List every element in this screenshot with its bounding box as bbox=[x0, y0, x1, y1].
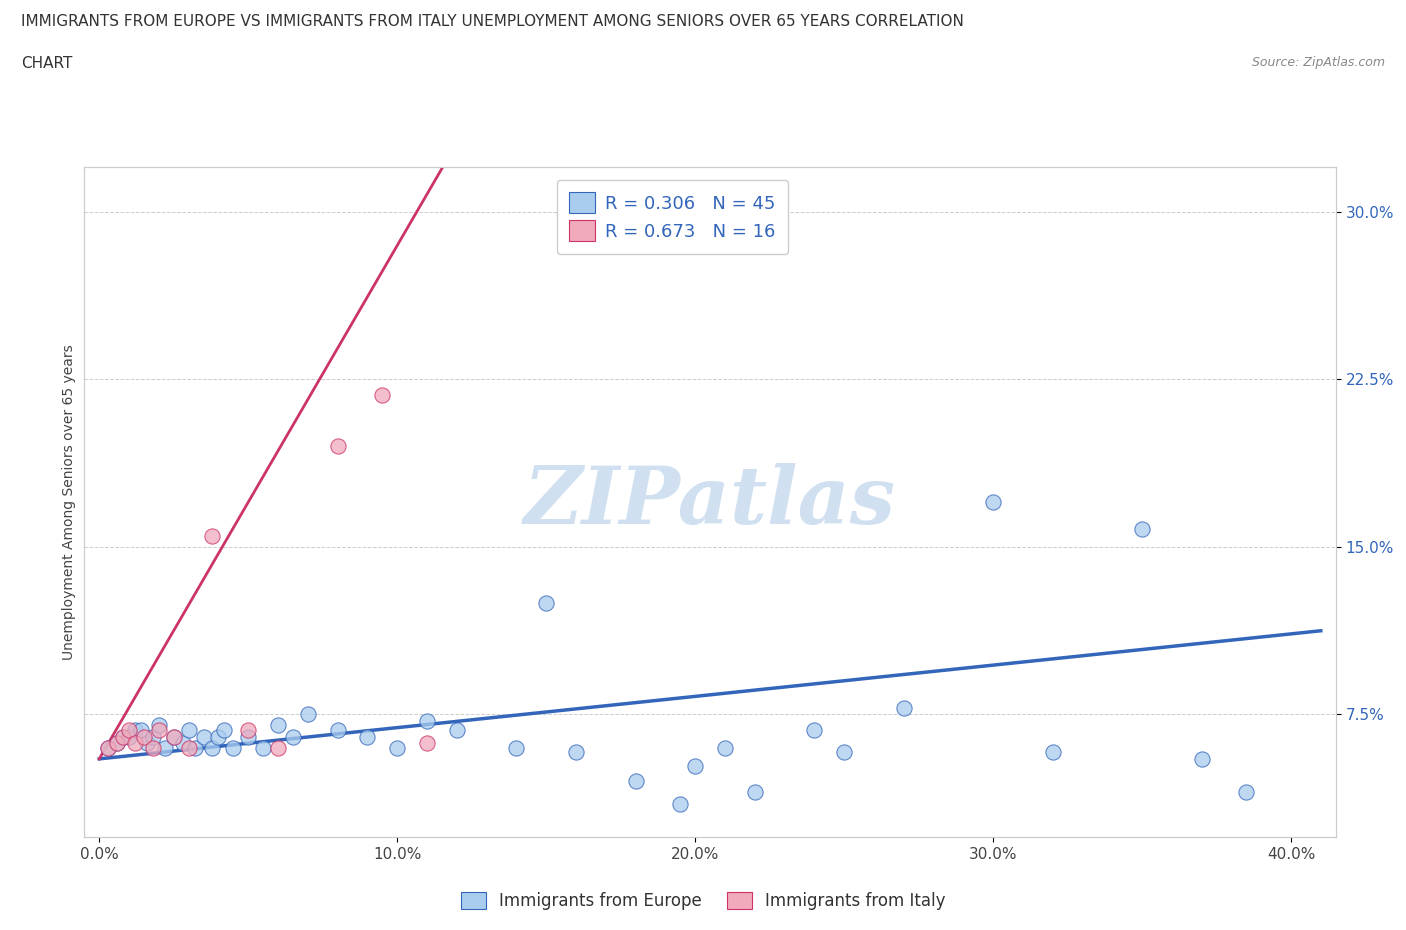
Legend: Immigrants from Europe, Immigrants from Italy: Immigrants from Europe, Immigrants from … bbox=[454, 885, 952, 917]
Point bbox=[416, 713, 439, 728]
Point bbox=[124, 723, 146, 737]
Text: Source: ZipAtlas.com: Source: ZipAtlas.com bbox=[1251, 56, 1385, 69]
Point bbox=[177, 740, 200, 755]
Point bbox=[803, 723, 825, 737]
Point bbox=[201, 740, 224, 755]
Point bbox=[297, 707, 319, 722]
Point bbox=[744, 785, 766, 800]
Point bbox=[371, 388, 394, 403]
Point bbox=[222, 740, 245, 755]
Point bbox=[267, 740, 290, 755]
Point bbox=[624, 774, 647, 789]
Point bbox=[177, 723, 200, 737]
Point bbox=[201, 528, 224, 543]
Point bbox=[714, 740, 737, 755]
Text: CHART: CHART bbox=[21, 56, 73, 71]
Point bbox=[118, 729, 141, 744]
Point bbox=[153, 740, 176, 755]
Point bbox=[1042, 745, 1064, 760]
Point bbox=[832, 745, 855, 760]
Point bbox=[132, 729, 155, 744]
Point bbox=[142, 740, 165, 755]
Point bbox=[505, 740, 527, 755]
Point bbox=[118, 723, 141, 737]
Point bbox=[129, 723, 152, 737]
Point bbox=[163, 729, 186, 744]
Text: IMMIGRANTS FROM EUROPE VS IMMIGRANTS FROM ITALY UNEMPLOYMENT AMONG SENIORS OVER : IMMIGRANTS FROM EUROPE VS IMMIGRANTS FRO… bbox=[21, 14, 965, 29]
Point bbox=[148, 723, 170, 737]
Point bbox=[142, 729, 165, 744]
Point bbox=[112, 729, 135, 744]
Point bbox=[1234, 785, 1257, 800]
Legend: R = 0.306   N = 45, R = 0.673   N = 16: R = 0.306 N = 45, R = 0.673 N = 16 bbox=[557, 179, 789, 254]
Point bbox=[981, 495, 1004, 510]
Point bbox=[136, 736, 159, 751]
Point bbox=[356, 729, 378, 744]
Point bbox=[1130, 522, 1153, 537]
Point bbox=[163, 729, 186, 744]
Point bbox=[326, 439, 349, 454]
Point bbox=[207, 729, 229, 744]
Point bbox=[238, 729, 260, 744]
Point bbox=[97, 740, 120, 755]
Point bbox=[112, 729, 135, 744]
Point bbox=[385, 740, 409, 755]
Point bbox=[238, 723, 260, 737]
Point bbox=[172, 736, 194, 751]
Point bbox=[105, 736, 128, 751]
Point bbox=[105, 736, 128, 751]
Point bbox=[1191, 751, 1213, 766]
Point bbox=[267, 718, 290, 733]
Point bbox=[416, 736, 439, 751]
Point bbox=[193, 729, 215, 744]
Point bbox=[97, 740, 120, 755]
Point bbox=[148, 718, 170, 733]
Point bbox=[565, 745, 588, 760]
Point bbox=[534, 595, 557, 610]
Point bbox=[214, 723, 236, 737]
Point bbox=[893, 700, 915, 715]
Point bbox=[252, 740, 274, 755]
Point bbox=[124, 736, 146, 751]
Text: ZIPatlas: ZIPatlas bbox=[524, 463, 896, 541]
Point bbox=[683, 758, 706, 773]
Point bbox=[669, 796, 692, 811]
Point bbox=[183, 740, 205, 755]
Y-axis label: Unemployment Among Seniors over 65 years: Unemployment Among Seniors over 65 years bbox=[62, 344, 76, 660]
Point bbox=[281, 729, 304, 744]
Point bbox=[446, 723, 468, 737]
Point bbox=[326, 723, 349, 737]
